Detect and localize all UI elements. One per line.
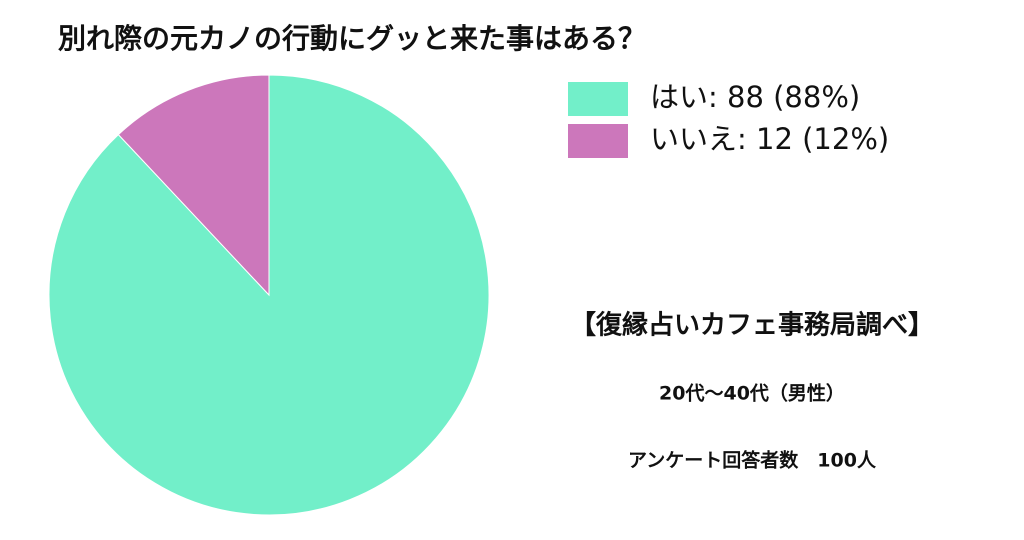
pie-slice — [117, 74, 270, 297]
legend-swatch — [568, 82, 628, 116]
source-note: 【復縁占いカフェ事務局調べ】 — [570, 310, 934, 341]
respondents-note: アンケート回答者数 100人 — [628, 449, 877, 472]
legend-label: いいえ: 12 (12%) — [650, 122, 889, 156]
legend-swatch — [568, 124, 628, 158]
demographic-note: 20代〜40代（男性） — [659, 382, 845, 405]
legend-label: はい: 88 (88%) — [650, 80, 860, 114]
chart-title: 別れ際の元カノの行動にグッと来た事はある？ — [58, 22, 646, 55]
